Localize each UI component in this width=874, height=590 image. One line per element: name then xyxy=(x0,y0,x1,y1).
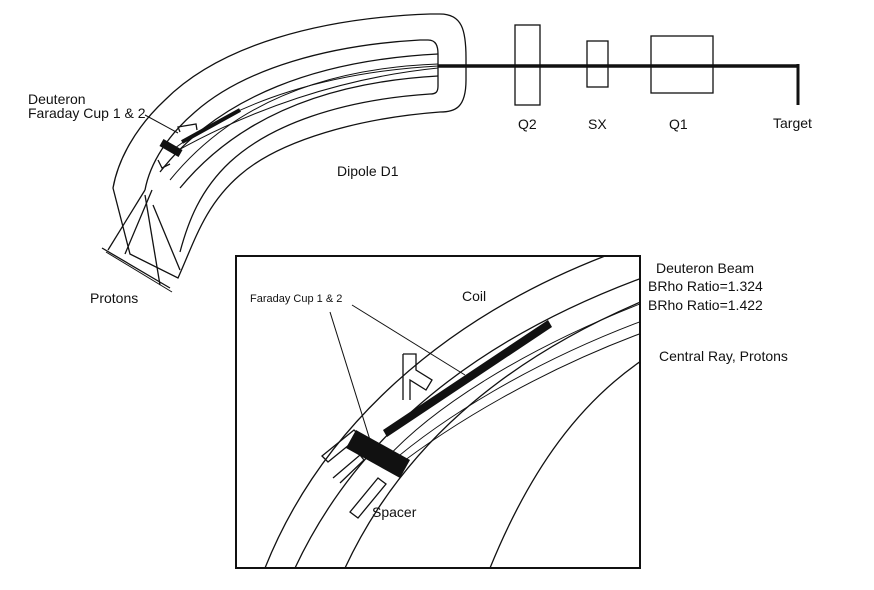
dipole-outer-envelope xyxy=(112,13,467,279)
inset-spacer-2 xyxy=(332,454,365,484)
faraday-cup-bracket xyxy=(177,123,198,133)
proton-line-4 xyxy=(152,204,181,271)
dipole-arc-1 xyxy=(159,53,439,173)
quadrupole-q1 xyxy=(650,35,714,94)
proton-line-2 xyxy=(124,189,153,255)
dipole-inner-frame xyxy=(144,39,439,253)
coil-arc-outer xyxy=(264,256,606,568)
label-q2: Q2 xyxy=(518,116,537,132)
coil-arc-2 xyxy=(294,278,640,568)
label-brho-2: BRho Ratio=1.422 xyxy=(648,297,763,313)
label-central-ray: Central Ray, Protons xyxy=(659,348,788,364)
label-protons: Protons xyxy=(90,290,138,306)
quadrupole-q2 xyxy=(514,24,541,106)
inset-spacer xyxy=(349,477,387,519)
proton-exit-flange xyxy=(101,247,171,289)
label-sx: SX xyxy=(588,116,607,132)
proton-line-3 xyxy=(144,194,161,286)
sextupole-sx xyxy=(586,40,609,88)
label-deuteron-beam: Deuteron Beam xyxy=(656,260,754,276)
inset-label-coil: Coil xyxy=(462,288,486,304)
inset-label-faraday-cup: Faraday Cup 1 & 2 xyxy=(250,293,342,305)
faraday-cup-block xyxy=(159,139,183,157)
inset-faraday-cup-slab xyxy=(383,320,552,437)
inset-faraday-cup-block xyxy=(346,430,410,478)
deuteron-ray-2 xyxy=(174,67,439,153)
dipole-arc-3 xyxy=(169,63,439,181)
inset-bracket-upper xyxy=(403,353,433,400)
coil-arc-3 xyxy=(344,301,640,568)
proton-exit-flange-2 xyxy=(105,251,173,293)
label-brho-1: BRho Ratio=1.324 xyxy=(648,278,763,294)
inset-faraday-leader-1 xyxy=(329,311,371,441)
inset-bracket-left xyxy=(321,429,361,463)
proton-line-1 xyxy=(107,189,146,251)
label-faraday-cup: Faraday Cup 1 & 2 xyxy=(28,105,146,121)
faraday-cup-bar xyxy=(181,108,241,144)
label-deuteron: Deuteron xyxy=(28,91,86,107)
coil-arc-inner xyxy=(489,360,640,568)
inset-ray-3 xyxy=(391,333,640,471)
inset-view: Faraday Cup 1 & 2 Coil Spacer xyxy=(235,255,641,569)
label-target: Target xyxy=(773,115,812,131)
faraday-cup-leader xyxy=(144,114,179,134)
inset-ray-2 xyxy=(387,321,640,466)
faraday-cup-bracket-2 xyxy=(157,159,171,169)
inset-label-spacer: Spacer xyxy=(372,504,417,520)
dipole-arc-2 xyxy=(179,75,439,189)
inset-ray-1 xyxy=(384,303,640,461)
label-dipole: Dipole D1 xyxy=(337,163,399,179)
label-q1: Q1 xyxy=(669,116,688,132)
inset-faraday-leader-2 xyxy=(351,304,466,376)
